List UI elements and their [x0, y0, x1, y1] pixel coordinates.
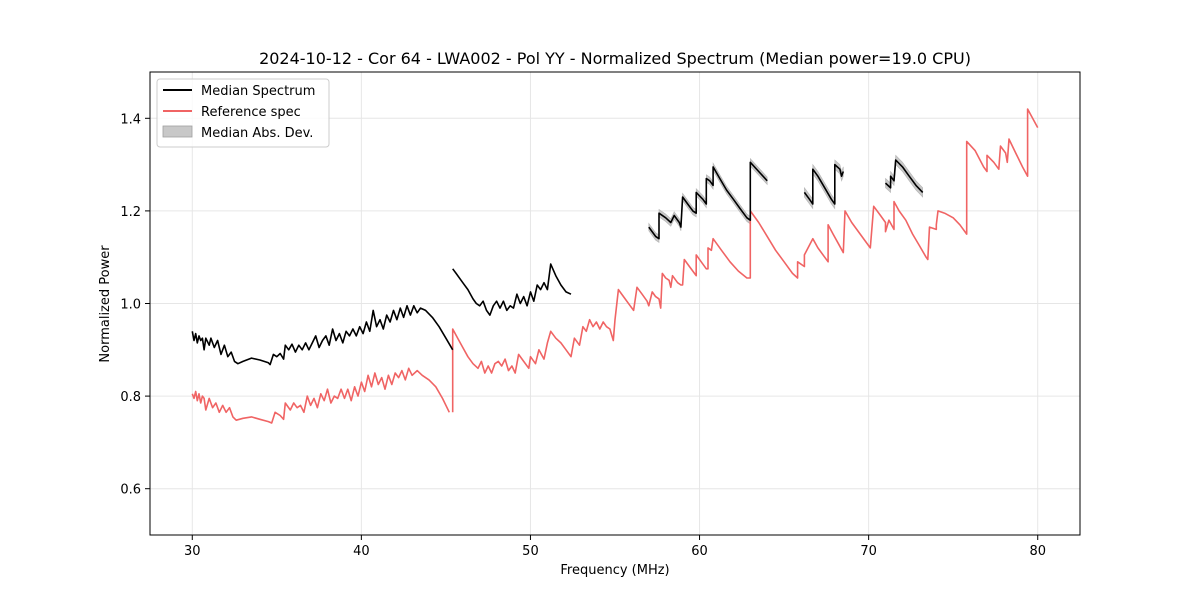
legend-mad-swatch [162, 125, 193, 138]
legend: Median Spectrum Reference spec Median Ab… [156, 78, 330, 148]
x-tick-label: 40 [353, 544, 370, 559]
x-axis: 30 40 50 60 70 80 [184, 535, 1046, 559]
median-series [191, 159, 924, 366]
y-tick-label: 1.2 [120, 205, 141, 220]
legend-mad-label: Median Abs. Dev. [201, 126, 313, 141]
y-tick-label: 1.0 [120, 298, 141, 313]
x-tick-label: 60 [691, 544, 708, 559]
median-line [452, 263, 572, 316]
x-axis-label: Frequency (MHz) [560, 563, 669, 578]
y-axis: 0.6 0.8 1.0 1.2 1.4 [120, 112, 150, 498]
median-line [191, 304, 454, 366]
legend-reference-label: Reference spec [201, 105, 301, 120]
median-line [803, 163, 845, 205]
chart-title: 2024-10-12 - Cor 64 - LWA002 - Pol YY - … [259, 49, 971, 68]
x-tick-label: 50 [522, 544, 539, 559]
median-line [884, 159, 924, 193]
legend-median-label: Median Spectrum [201, 84, 315, 99]
x-tick-label: 80 [1029, 544, 1046, 559]
x-tick-label: 30 [184, 544, 201, 559]
reference-line [191, 367, 451, 424]
y-tick-label: 1.4 [120, 112, 141, 127]
grid [150, 72, 1080, 535]
legend-box [156, 78, 330, 148]
reference-line [451, 108, 1039, 413]
median-line [648, 161, 768, 240]
y-tick-label: 0.6 [120, 483, 141, 498]
y-tick-label: 0.8 [120, 390, 141, 405]
y-axis-label: Normalized Power [98, 245, 113, 363]
reference-series [191, 108, 1039, 424]
x-tick-label: 70 [860, 544, 877, 559]
